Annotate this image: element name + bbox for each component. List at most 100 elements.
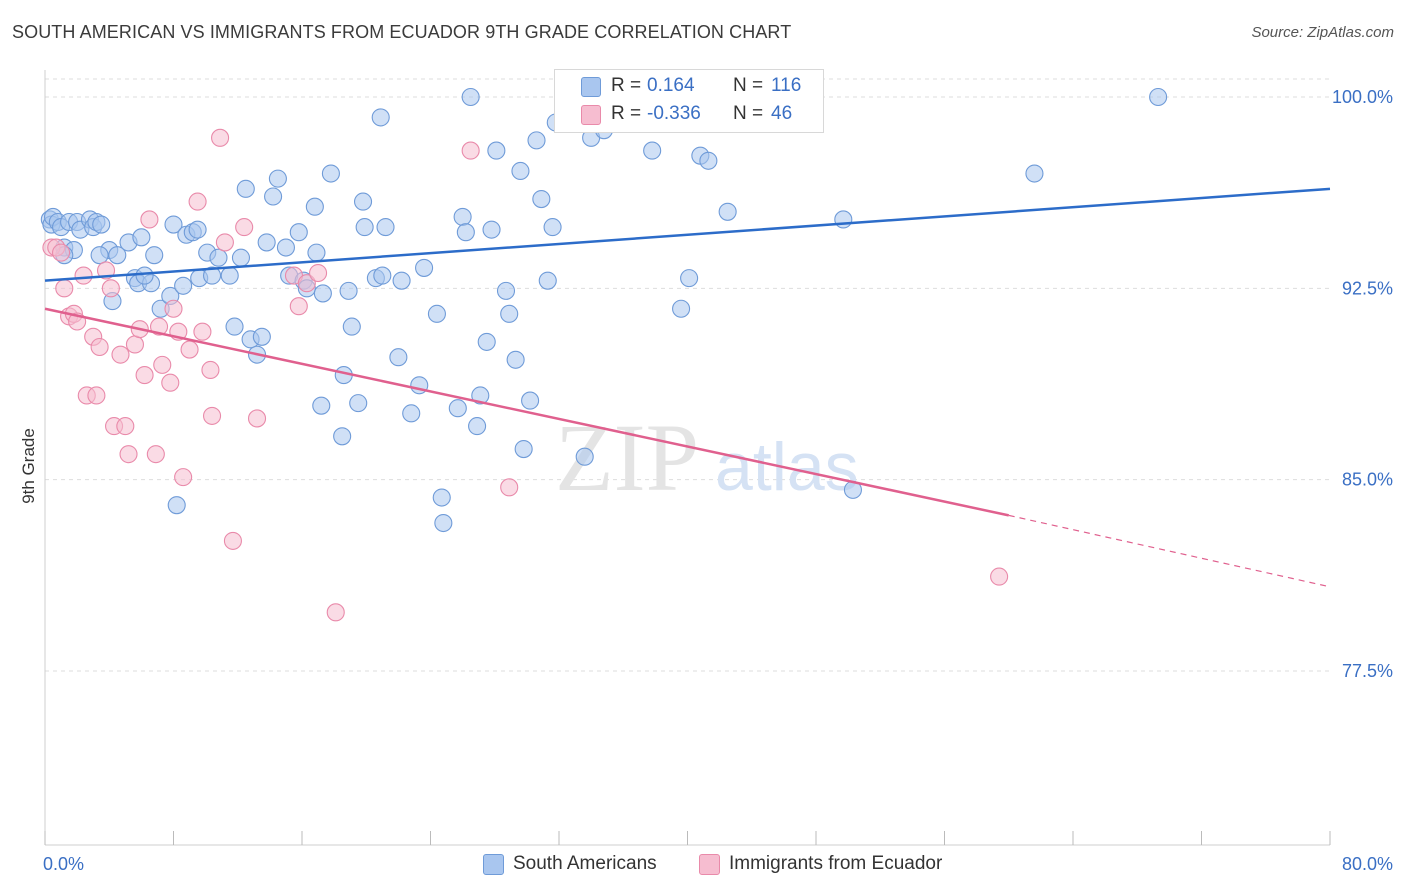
ecuador-point xyxy=(149,317,169,336)
south-american-point xyxy=(453,207,472,226)
south-american-point xyxy=(500,304,519,323)
legend-r-value: -0.336 xyxy=(647,103,701,124)
south-american-point xyxy=(108,246,127,265)
south-american-point xyxy=(468,417,487,436)
legend-n-value: 116 xyxy=(771,75,802,96)
legend-n-label: N = xyxy=(733,75,764,96)
legend-swatch-blue xyxy=(581,77,601,97)
south-american-point xyxy=(355,218,374,237)
ecuador-point xyxy=(90,337,109,357)
south-american-point xyxy=(1025,164,1044,183)
south-american-point xyxy=(276,238,295,257)
south-american-point xyxy=(145,246,164,265)
legend-row-ecuador: R = -0.336 N = 46 xyxy=(555,100,823,128)
south-american-point xyxy=(487,141,506,160)
x-tick-label: 0.0% xyxy=(43,854,84,874)
south-american-point xyxy=(680,269,699,288)
ecuador-point xyxy=(297,274,316,293)
south-american-point xyxy=(482,220,501,239)
y-tick-label: 77.5% xyxy=(1342,661,1393,681)
south-american-point xyxy=(402,404,421,423)
south-american-point xyxy=(174,276,193,295)
legend-row-south-americans: R = 0.164 N = 116 xyxy=(555,72,823,100)
south-american-point xyxy=(376,218,395,237)
ecuador-point xyxy=(52,243,71,262)
south-american-point xyxy=(392,271,411,290)
south-american-point xyxy=(307,243,326,262)
ecuador-point xyxy=(203,406,222,425)
ecuador-point xyxy=(201,360,220,380)
south-american-point xyxy=(699,151,718,170)
south-american-point xyxy=(268,169,287,188)
ecuador-trendline xyxy=(44,307,1010,517)
south-american-point xyxy=(349,394,368,413)
south-american-point xyxy=(434,513,453,533)
south-american-point xyxy=(225,317,244,336)
south-american-point xyxy=(834,210,853,229)
south-american-point xyxy=(511,161,530,181)
south-american-point xyxy=(448,399,467,418)
south-american-point xyxy=(427,304,446,323)
south-american-point xyxy=(496,281,516,300)
south-american-point xyxy=(527,131,546,150)
south-american-point xyxy=(532,189,551,209)
south-american-point xyxy=(389,348,408,367)
ecuador-point xyxy=(140,210,159,229)
ecuador-point xyxy=(96,261,116,280)
ecuador-point xyxy=(116,417,135,436)
ecuador-point xyxy=(135,366,154,385)
bottom-legend-label: South Americans xyxy=(513,853,657,874)
south-american-point xyxy=(514,440,533,459)
ecuador-points xyxy=(42,128,1009,622)
legend-n-value: 46 xyxy=(771,103,793,124)
south-american-point xyxy=(92,215,111,234)
ecuador-point xyxy=(180,340,199,359)
south-american-point xyxy=(312,396,331,415)
ecuador-trendline-extension xyxy=(1008,514,1331,588)
south-american-point xyxy=(543,218,562,237)
legend-r-label: R = xyxy=(611,75,642,96)
south-american-point xyxy=(353,192,373,211)
ecuador-point xyxy=(87,386,106,405)
south-american-point xyxy=(415,258,434,277)
ecuador-point xyxy=(193,322,212,341)
ecuador-point xyxy=(235,218,254,237)
ecuador-point xyxy=(188,192,207,211)
ecuador-point xyxy=(161,373,180,392)
bottom-swatch-pink xyxy=(699,854,720,875)
south-american-point xyxy=(257,233,276,252)
ecuador-point xyxy=(500,478,519,497)
ecuador-point xyxy=(153,355,172,374)
south-american-point xyxy=(132,228,151,247)
south-american-point xyxy=(289,223,308,242)
south-american-point xyxy=(236,179,255,198)
watermark: ZIP atlas xyxy=(555,404,859,511)
south-american-point xyxy=(371,108,390,127)
south-american-point xyxy=(313,284,332,303)
ecuador-point xyxy=(146,445,165,464)
ecuador-point xyxy=(326,603,345,622)
south-american-point xyxy=(90,246,109,265)
south-american-point xyxy=(321,164,340,183)
south-american-point xyxy=(264,187,283,206)
south-americans-trendline xyxy=(44,187,1331,282)
legend-r-label: R = xyxy=(611,103,642,124)
stats-legend: R = 0.164 N = 116 R = -0.336 N = 46 xyxy=(554,69,824,133)
x-tick-labels: 0.0% 80.0% xyxy=(43,854,1393,874)
south-american-point xyxy=(342,317,361,336)
south-american-point xyxy=(339,281,358,300)
ecuador-point xyxy=(215,233,234,252)
south-american-point xyxy=(461,87,480,107)
legend-r-value: 0.164 xyxy=(647,75,695,96)
ecuador-point xyxy=(164,299,183,318)
south-american-point xyxy=(643,141,662,160)
south-american-point xyxy=(164,215,183,234)
ecuador-point xyxy=(125,335,144,354)
ecuador-point xyxy=(174,468,193,487)
south-american-point xyxy=(432,488,451,507)
gridlines xyxy=(45,78,1330,672)
y-tick-label: 92.5% xyxy=(1342,278,1393,298)
bottom-legend-label: Immigrants from Ecuador xyxy=(729,853,943,874)
south-american-point xyxy=(718,202,737,221)
